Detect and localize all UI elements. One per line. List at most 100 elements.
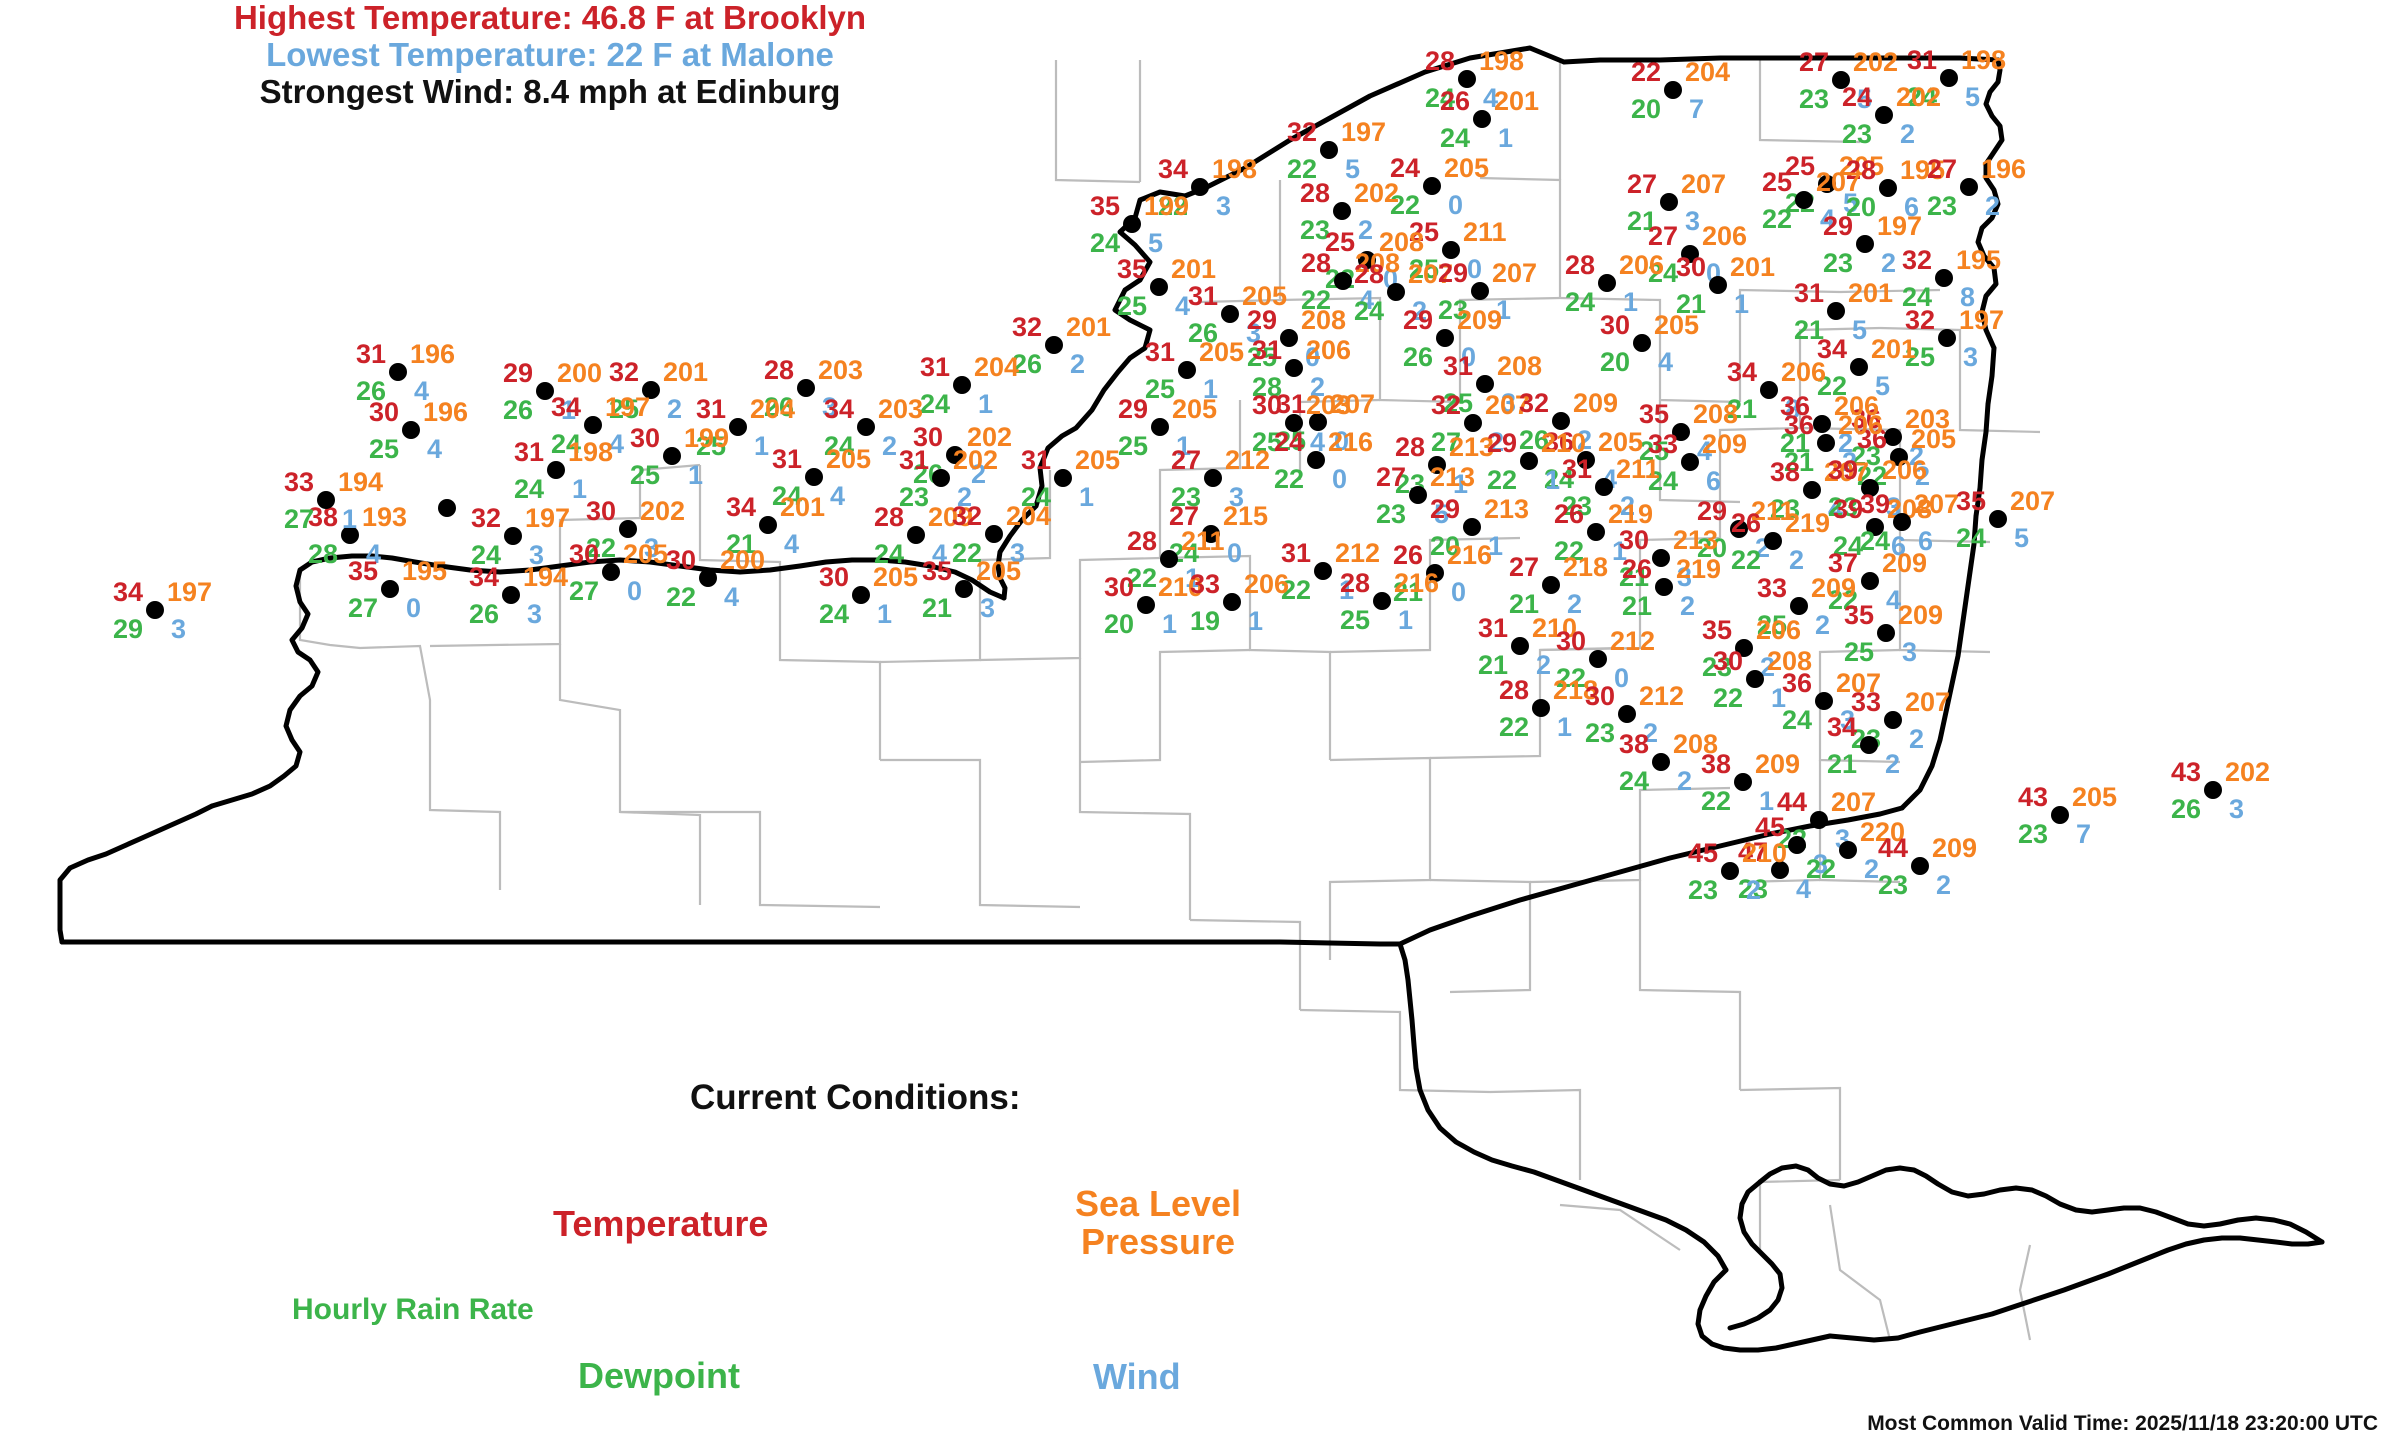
station-marker-icon [1709,276,1727,294]
station-marker-icon [1473,110,1491,128]
station-temperature: 34 [1726,357,1757,387]
station-sea-level-pressure: 213 [1430,462,1476,492]
station-sea-level-pressure: 194 [338,467,384,497]
station-temperature: 28 [873,502,904,532]
station-sea-level-pressure: 220 [1860,817,1906,847]
station-wind: 1 [561,395,577,425]
station-marker-icon [1333,202,1351,220]
station-marker-icon [1442,241,1460,259]
station-dewpoint: 21 [1793,315,1824,345]
station-wind: 2 [1900,119,1916,149]
station-marker-icon [1464,414,1482,432]
station-dewpoint: 23 [1299,215,1330,245]
station-dewpoint: 23 [1877,870,1908,900]
station-dewpoint: 25 [368,434,399,464]
station-wind: 4 [1828,494,1844,524]
station-marker-icon [536,382,554,400]
station-dewpoint: 24 [1906,82,1937,112]
lowest-temperature-line: Lowest Temperature: 22 F at Malone [266,35,834,73]
station-temperature: 35 [1116,254,1147,284]
station-marker-icon [402,421,420,439]
station-sea-level-pressure: 202 [1354,178,1400,208]
station-sea-level-pressure: 215 [1223,501,1269,531]
station-temperature: 33 [1189,569,1220,599]
station-marker-icon [1054,469,1072,487]
station-dewpoint: 20 [1103,609,1134,639]
station-sea-level-pressure: 211 [1616,454,1660,484]
station-marker-icon [1875,106,1893,124]
station-wind: 2 [1909,724,1925,754]
station-temperature: 29 [1822,211,1853,241]
station-dewpoint: 23 [1170,482,1201,512]
station-dewpoint: 24 [1020,482,1051,512]
station-sea-level-pressure: 219 [1608,499,1654,529]
station-marker-icon [1856,235,1874,253]
station-temperature: 31 [898,445,929,475]
station-temperature: 25 [1324,227,1355,257]
station-dewpoint: 22 [1273,464,1304,494]
station-sea-level-pressure: 206 [1834,391,1880,421]
station-wind: 4 [1697,436,1713,466]
station-wind: 5 [2014,523,2030,553]
station-wind: 5 [1875,371,1891,401]
station-sea-level-pressure: 202 [1853,47,1899,77]
station-sea-level-pressure: 202 [1896,82,1942,112]
station-marker-icon [729,418,747,436]
station-dewpoint: 24 [919,389,950,419]
station-temperature: 30 [1584,681,1615,711]
station-dewpoint: 20 [1599,347,1630,377]
station-marker-icon [1960,178,1978,196]
station-wind: 6 [1918,526,1934,556]
station-temperature: 24 [1841,82,1872,112]
station-dewpoint: 29 [112,614,143,644]
station-temperature: 26 [1621,554,1652,584]
station-marker-icon [852,586,870,604]
station-temperature: 26 [1553,499,1584,529]
station-dewpoint: 24 [771,481,802,511]
station-temperature: 45 [1754,812,1785,842]
station-wind: 3 [1963,342,1979,372]
station-temperature: 35 [1701,615,1732,645]
station-sea-level-pressure: 206 [1838,410,1884,440]
station-wind: 2 [1070,349,1086,379]
station-temperature: 32 [1286,117,1317,147]
station-temperature: 34 [550,392,581,422]
station-temperature: 34 [725,492,756,522]
station-dewpoint: 22 [1712,683,1743,713]
station-temperature: 34 [1157,154,1188,184]
station-dewpoint: 24 [1647,466,1678,496]
station-temperature: 31 [1561,454,1592,484]
station-sea-level-pressure: 197 [1959,305,2005,335]
station-dewpoint: 20 [1429,531,1460,561]
station-sea-level-pressure: 202 [967,422,1013,452]
station-dewpoint: 23 [1584,718,1615,748]
station-temperature: 44 [1877,833,1908,863]
station-wind: 1 [1759,786,1775,816]
station-wind: 1 [1612,536,1628,566]
station-sea-level-pressure: 198 [1479,46,1525,76]
station-wind: 4 [1175,291,1191,321]
station-temperature: 27 [1926,154,1957,184]
station-marker-icon [1681,453,1699,471]
station-sea-level-pressure: 202 [2225,757,2271,787]
station-dewpoint: 24 [1647,258,1678,288]
station-sea-level-pressure: 208 [1355,248,1401,278]
station-sea-level-pressure: 198 [1212,154,1258,184]
station-marker-icon [1832,71,1850,89]
station-dewpoint: 22 [1761,204,1792,234]
station-marker-icon [2051,806,2069,824]
station-temperature: 36 [1543,427,1574,457]
station-wind: 4 [784,529,800,559]
station-wind: 2 [1536,650,1552,680]
station-sea-level-pressure: 209 [928,502,974,532]
station-wind: 0 [1461,342,1477,372]
legend-sea-level-pressure-label: Sea Level Pressure [1043,1185,1273,1261]
station-sea-level-pressure: 209 [1573,388,1619,418]
station-sea-level-pressure: 205 [1444,153,1490,183]
legend-slp-line-2: Pressure [1080,1220,1236,1262]
station-sea-level-pressure: 210 [1532,613,1578,643]
station-sea-level-pressure: 199 [684,423,730,453]
station-temperature: 28 [1564,250,1595,280]
station-temperature: 28 [1299,178,1330,208]
station-marker-icon [2204,781,2222,799]
